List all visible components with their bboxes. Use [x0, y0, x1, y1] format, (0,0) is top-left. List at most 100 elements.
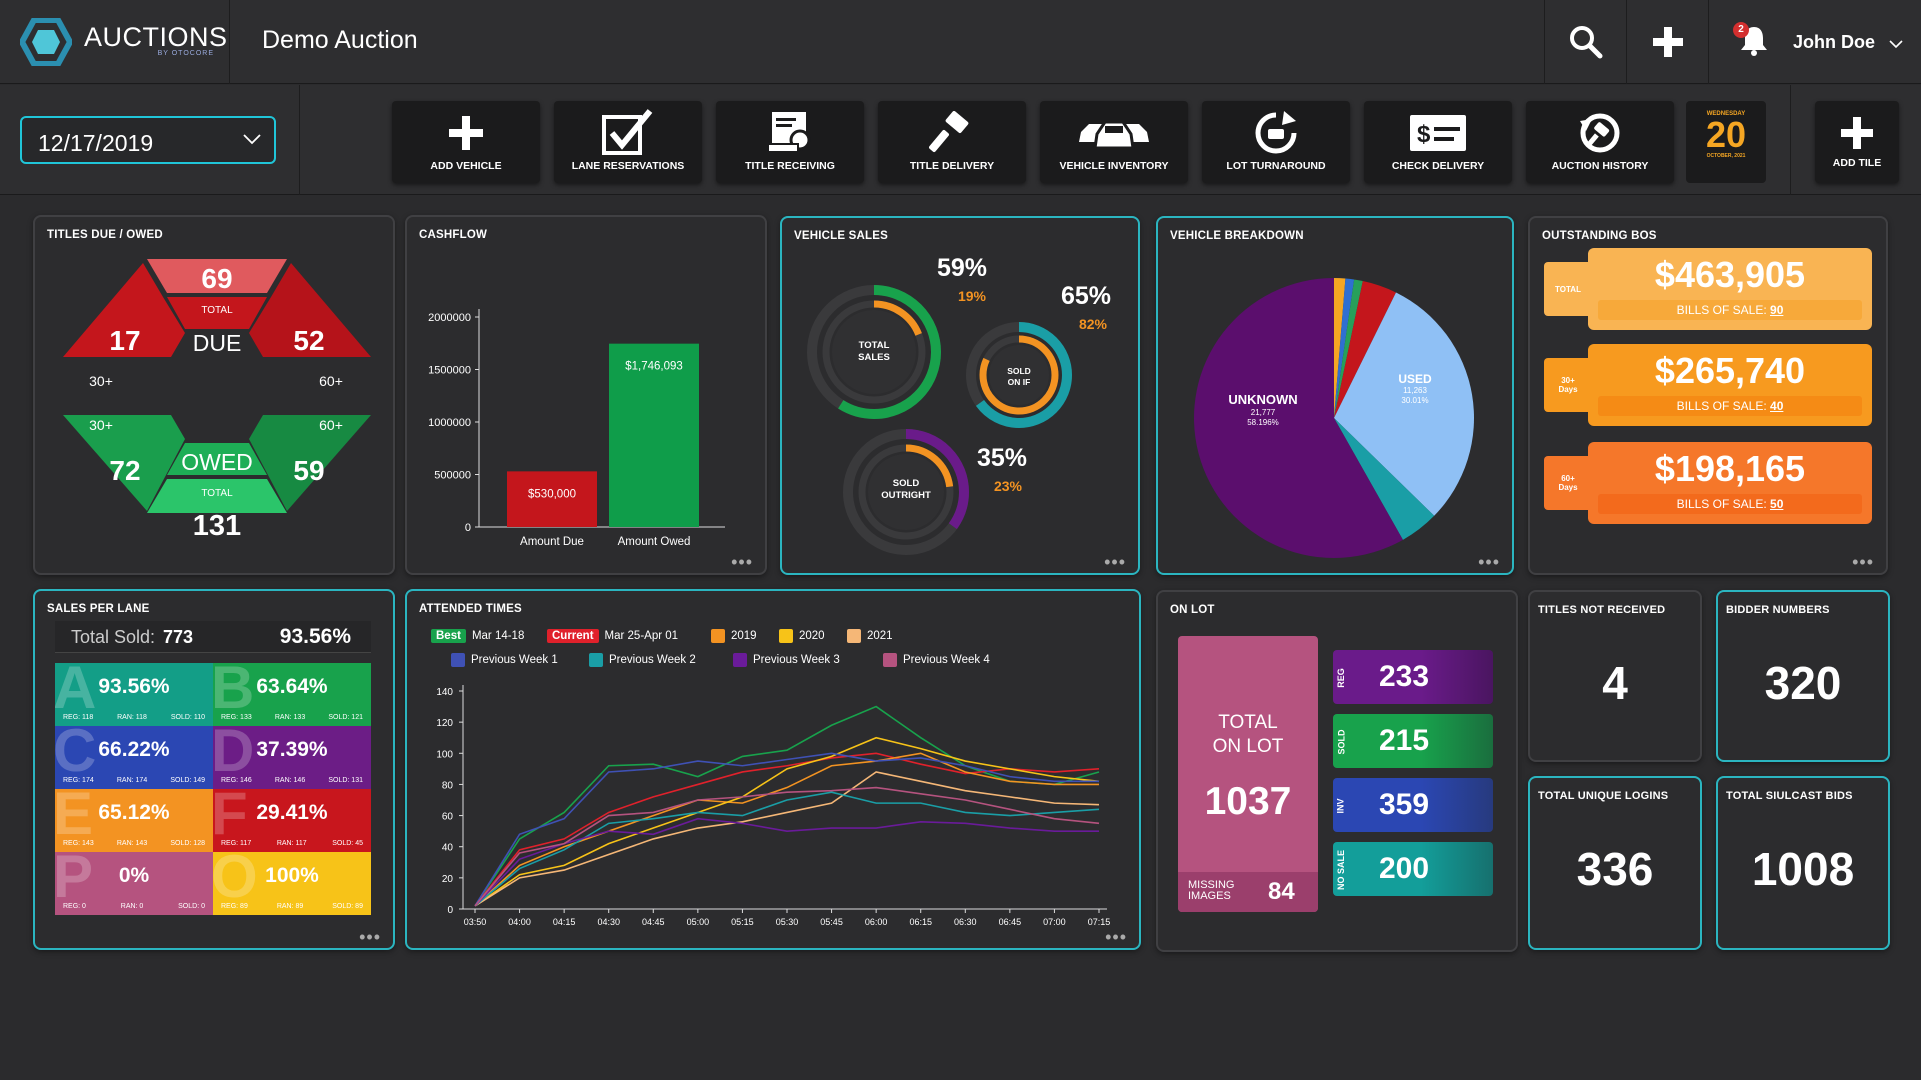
legend-previous-week-4[interactable]: Previous Week 4 [883, 653, 990, 667]
due-30-label: 30+ [89, 373, 113, 389]
series-line [474, 817, 1099, 907]
bills-count[interactable]: 50 [1770, 497, 1784, 511]
total-sales-label-2: SALES [858, 352, 890, 363]
lane-sold: SOLD: 131 [328, 777, 363, 784]
legend-2019[interactable]: 2019 [711, 629, 757, 643]
sold-outright-sub: 23% [993, 478, 1023, 494]
more-options-icon[interactable]: ••• [359, 927, 381, 947]
bar-value: 215 [1379, 724, 1430, 757]
vehicle-sales-card: VEHICLE SALES TOTAL SALES 59% 19% SOLD O… [780, 216, 1140, 575]
legend-swatch [883, 653, 897, 667]
search-button[interactable] [1544, 0, 1626, 84]
lane-p[interactable]: P 0% REG: 0 RAN: 0 SOLD: 0 [55, 852, 213, 915]
more-options-icon[interactable]: ••• [1105, 927, 1127, 947]
due-label: DUE [192, 330, 242, 356]
add-tile-button[interactable]: ADD TILE [1815, 101, 1899, 183]
card-title: BIDDER NUMBERS [1726, 604, 1830, 616]
lane-letter: O [213, 852, 258, 910]
lot-turnaround-button[interactable]: LOT TURNAROUND [1202, 101, 1350, 183]
missing-label-1: MISSING [1188, 879, 1235, 891]
logo[interactable]: AUCTIONS BY OTOCORE [0, 0, 230, 84]
date-picker[interactable]: 12/17/2019 [20, 116, 276, 164]
pie-label-unknown: UNKNOWN [1228, 392, 1298, 407]
lane-c[interactable]: C 66.22% REG: 174 RAN: 174 SOLD: 149 [55, 726, 213, 789]
add-button[interactable] [1626, 0, 1708, 84]
x-tick-label: 06:45 [999, 917, 1022, 927]
lane-d[interactable]: D 37.39% REG: 146 RAN: 146 SOLD: 131 [213, 726, 371, 789]
total-on-lot-label-2: ON LOT [1212, 736, 1284, 757]
bos-30-row[interactable]: $265,740 BILLS OF SALE: 40 [1588, 344, 1872, 426]
legend-previous-week-1[interactable]: Previous Week 1 [451, 653, 558, 667]
legend-2021[interactable]: 2021 [847, 629, 893, 643]
more-options-icon[interactable]: ••• [731, 552, 753, 572]
lane-b[interactable]: B 63.64% REG: 133 RAN: 133 SOLD: 121 [213, 663, 371, 726]
button-label: ADD VEHICLE [430, 160, 502, 172]
legend-best[interactable]: Best Mar 14-18 [431, 629, 524, 643]
legend-previous-week-3[interactable]: Previous Week 3 [733, 653, 840, 667]
calendar-tile[interactable]: WEDNESDAY 20 OCTOBER, 2021 [1686, 101, 1766, 183]
lane-e[interactable]: E 65.12% REG: 143 RAN: 143 SOLD: 128 [55, 789, 213, 852]
sold-outright-pct: 35% [976, 444, 1028, 472]
legend-current[interactable]: Current Mar 25-Apr 01 [547, 629, 678, 643]
bills-count[interactable]: 90 [1770, 303, 1784, 317]
legend-2020[interactable]: 2020 [779, 629, 825, 643]
lane-ran: RAN: 89 [276, 903, 304, 910]
lane-f[interactable]: F 29.41% REG: 117 RAN: 117 SOLD: 45 [213, 789, 371, 852]
total-on-lot-block[interactable]: TOTAL ON LOT 1037 MISSING IMAGES 84 [1178, 636, 1318, 912]
lane-a[interactable]: A 93.56% REG: 118 RAN: 118 SOLD: 110 [55, 663, 213, 726]
simulcast-bids-card[interactable]: TOTAL SIULCAST BIDS 1008 [1716, 776, 1890, 950]
date-section: 12/17/2019 [0, 85, 300, 195]
more-options-icon[interactable]: ••• [1478, 552, 1500, 572]
add-vehicle-button[interactable]: ADD VEHICLE [392, 101, 540, 183]
unique-logins-card[interactable]: TOTAL UNIQUE LOGINS 336 [1528, 776, 1702, 950]
title-delivery-button[interactable]: TITLE DELIVERY [878, 101, 1026, 183]
bos-total-row[interactable]: $463,905 BILLS OF SALE: 90 [1588, 248, 1872, 330]
bos-amount: $463,905 [1654, 254, 1806, 295]
tag-sub: Days [1558, 385, 1578, 394]
pie-pct-used: 30.01% [1401, 396, 1429, 405]
check-icon: $ [1410, 115, 1466, 151]
bar-value-label: $530,000 [528, 488, 576, 500]
x-tick-label: 07:00 [1043, 917, 1066, 927]
on-lot-sold-bar[interactable]: SOLD 215 [1333, 714, 1493, 768]
lane-sold: SOLD: 110 [170, 714, 205, 721]
auction-history-button[interactable]: AUCTION HISTORY [1526, 101, 1674, 183]
title-receiving-button[interactable]: TITLE RECEIVING [716, 101, 864, 183]
x-tick-label: Amount Owed [618, 536, 691, 548]
vehicle-inventory-button[interactable]: VEHICLE INVENTORY [1040, 101, 1188, 183]
user-menu[interactable]: 2 John Doe [1708, 0, 1921, 84]
plus-icon [449, 116, 483, 150]
sold-outright-label-1: SOLD [892, 478, 920, 489]
y-tick-label: 1000000 [428, 417, 471, 429]
x-tick-label: 04:00 [508, 917, 531, 927]
lane-reservations-button[interactable]: LANE RESERVATIONS [554, 101, 702, 183]
legend-previous-week-2[interactable]: Previous Week 2 [589, 653, 696, 667]
lane-o[interactable]: O 100% REG: 89 RAN: 89 SOLD: 89 [213, 852, 371, 915]
button-label: ADD TILE [1832, 157, 1882, 169]
x-tick-label: 05:30 [776, 917, 799, 927]
lane-pct: 0% [118, 864, 150, 887]
lane-pct: 66.22% [98, 738, 170, 761]
on-lot-reg-bar[interactable]: REG 233 [1333, 650, 1493, 704]
calendar-day: 20 [1705, 114, 1747, 155]
on-lot-inv-bar[interactable]: INV 359 [1333, 778, 1493, 832]
total-sales-pct: 59% [936, 254, 988, 282]
card-title: VEHICLE BREAKDOWN [1170, 230, 1304, 242]
lane-reg: REG: 0 [63, 903, 86, 910]
on-lot-no-sale-bar[interactable]: NO SALE 200 [1333, 842, 1493, 896]
missing-images-row[interactable]: MISSING IMAGES 84 [1178, 872, 1318, 912]
pie-slice [1334, 278, 1355, 418]
titles-not-received-card[interactable]: TITLES NOT RECEIVED 4 [1528, 590, 1702, 762]
more-options-icon[interactable]: ••• [1852, 552, 1874, 572]
check-delivery-button[interactable]: $ CHECK DELIVERY [1364, 101, 1512, 183]
legend-label: Mar 25-Apr 01 [604, 630, 679, 642]
bidder-numbers-card[interactable]: BIDDER NUMBERS 320 [1716, 590, 1890, 762]
bills-label: BILLS OF SALE: [1676, 399, 1767, 413]
bills-count[interactable]: 40 [1770, 399, 1784, 413]
sold-outright-label-2: OUTRIGHT [881, 490, 931, 501]
more-options-icon[interactable]: ••• [1104, 552, 1126, 572]
x-tick-label: 05:00 [687, 917, 710, 927]
total-sold-value: 773 [163, 627, 194, 647]
bos-60-row[interactable]: $198,165 BILLS OF SALE: 50 [1588, 442, 1872, 524]
x-tick-label: 05:45 [820, 917, 843, 927]
